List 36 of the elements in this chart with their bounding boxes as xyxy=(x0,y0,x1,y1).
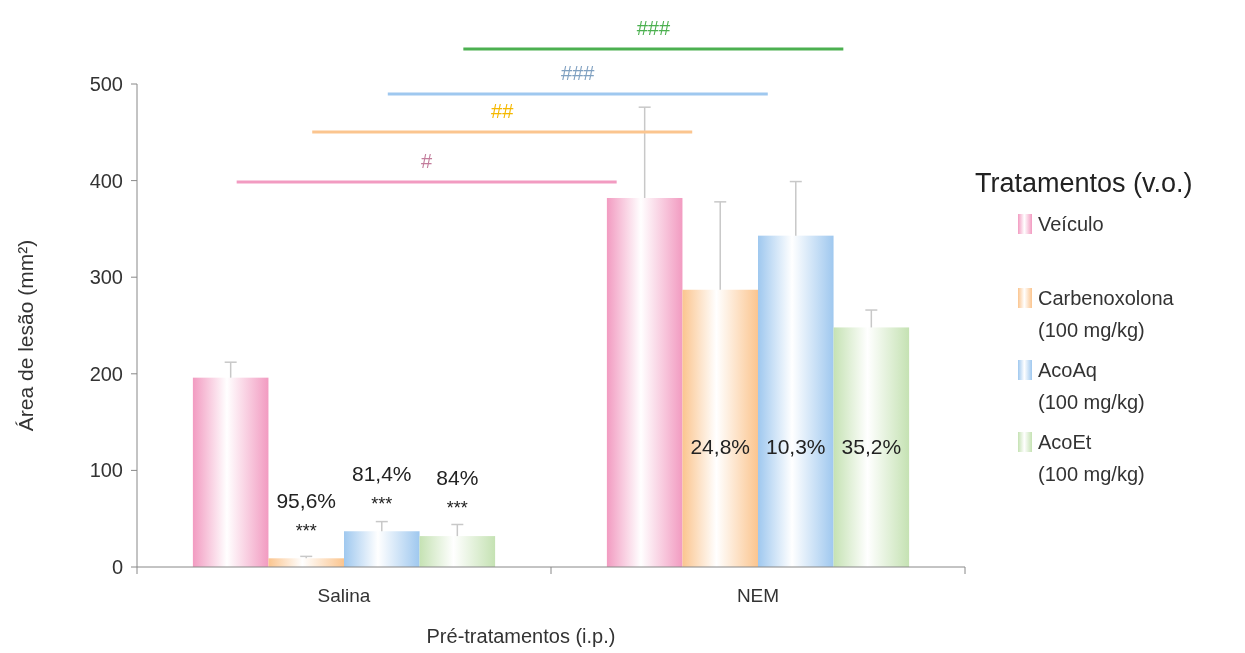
y-tick-label: 500 xyxy=(89,73,123,95)
legend-label: Carbenoxolona (100 mg/kg) xyxy=(1038,287,1175,341)
bar xyxy=(419,536,496,567)
y-tick-label: 300 xyxy=(89,266,123,289)
annotation: *** xyxy=(446,498,468,519)
annotation: ### xyxy=(561,62,596,84)
bar xyxy=(758,235,834,567)
annotation: 81,4% xyxy=(352,461,412,485)
annotation: 24,8% xyxy=(690,434,750,458)
legend-title: Tratamentos (v.o.) xyxy=(975,168,1193,198)
legend-label: AcoAq (100 mg/kg) xyxy=(1038,359,1145,413)
x-tick-label: NEM xyxy=(736,585,780,606)
y-tick-label: 400 xyxy=(89,169,123,192)
x-axis-title: Pré-tratamentos (i.p.) xyxy=(426,625,616,647)
text: ### xyxy=(636,17,671,39)
annotation: *** xyxy=(371,493,393,514)
annotation: ## xyxy=(491,100,515,122)
y-axis-title: Área de lesão (mm²) xyxy=(14,239,37,432)
y-tick-label: 100 xyxy=(89,459,123,482)
annotation: 95,6% xyxy=(276,488,336,512)
annotation: # xyxy=(421,150,434,172)
bar xyxy=(192,377,269,567)
y-tick-label: 200 xyxy=(89,362,123,385)
annotation: 10,3% xyxy=(766,434,826,458)
x-tick-label: Salina xyxy=(317,585,371,606)
y-tick-label: 0 xyxy=(111,556,123,578)
bar xyxy=(344,531,420,567)
annotation: *** xyxy=(295,520,317,541)
annotation: 84% xyxy=(436,466,479,490)
bar xyxy=(833,327,910,567)
bar xyxy=(268,558,344,567)
legend-label: Veículo xyxy=(1038,213,1104,235)
annotation: 35,2% xyxy=(841,434,902,458)
legend-label: AcoEt (100 mg/kg) xyxy=(1038,431,1145,485)
bar xyxy=(606,197,683,567)
bar xyxy=(682,289,758,567)
